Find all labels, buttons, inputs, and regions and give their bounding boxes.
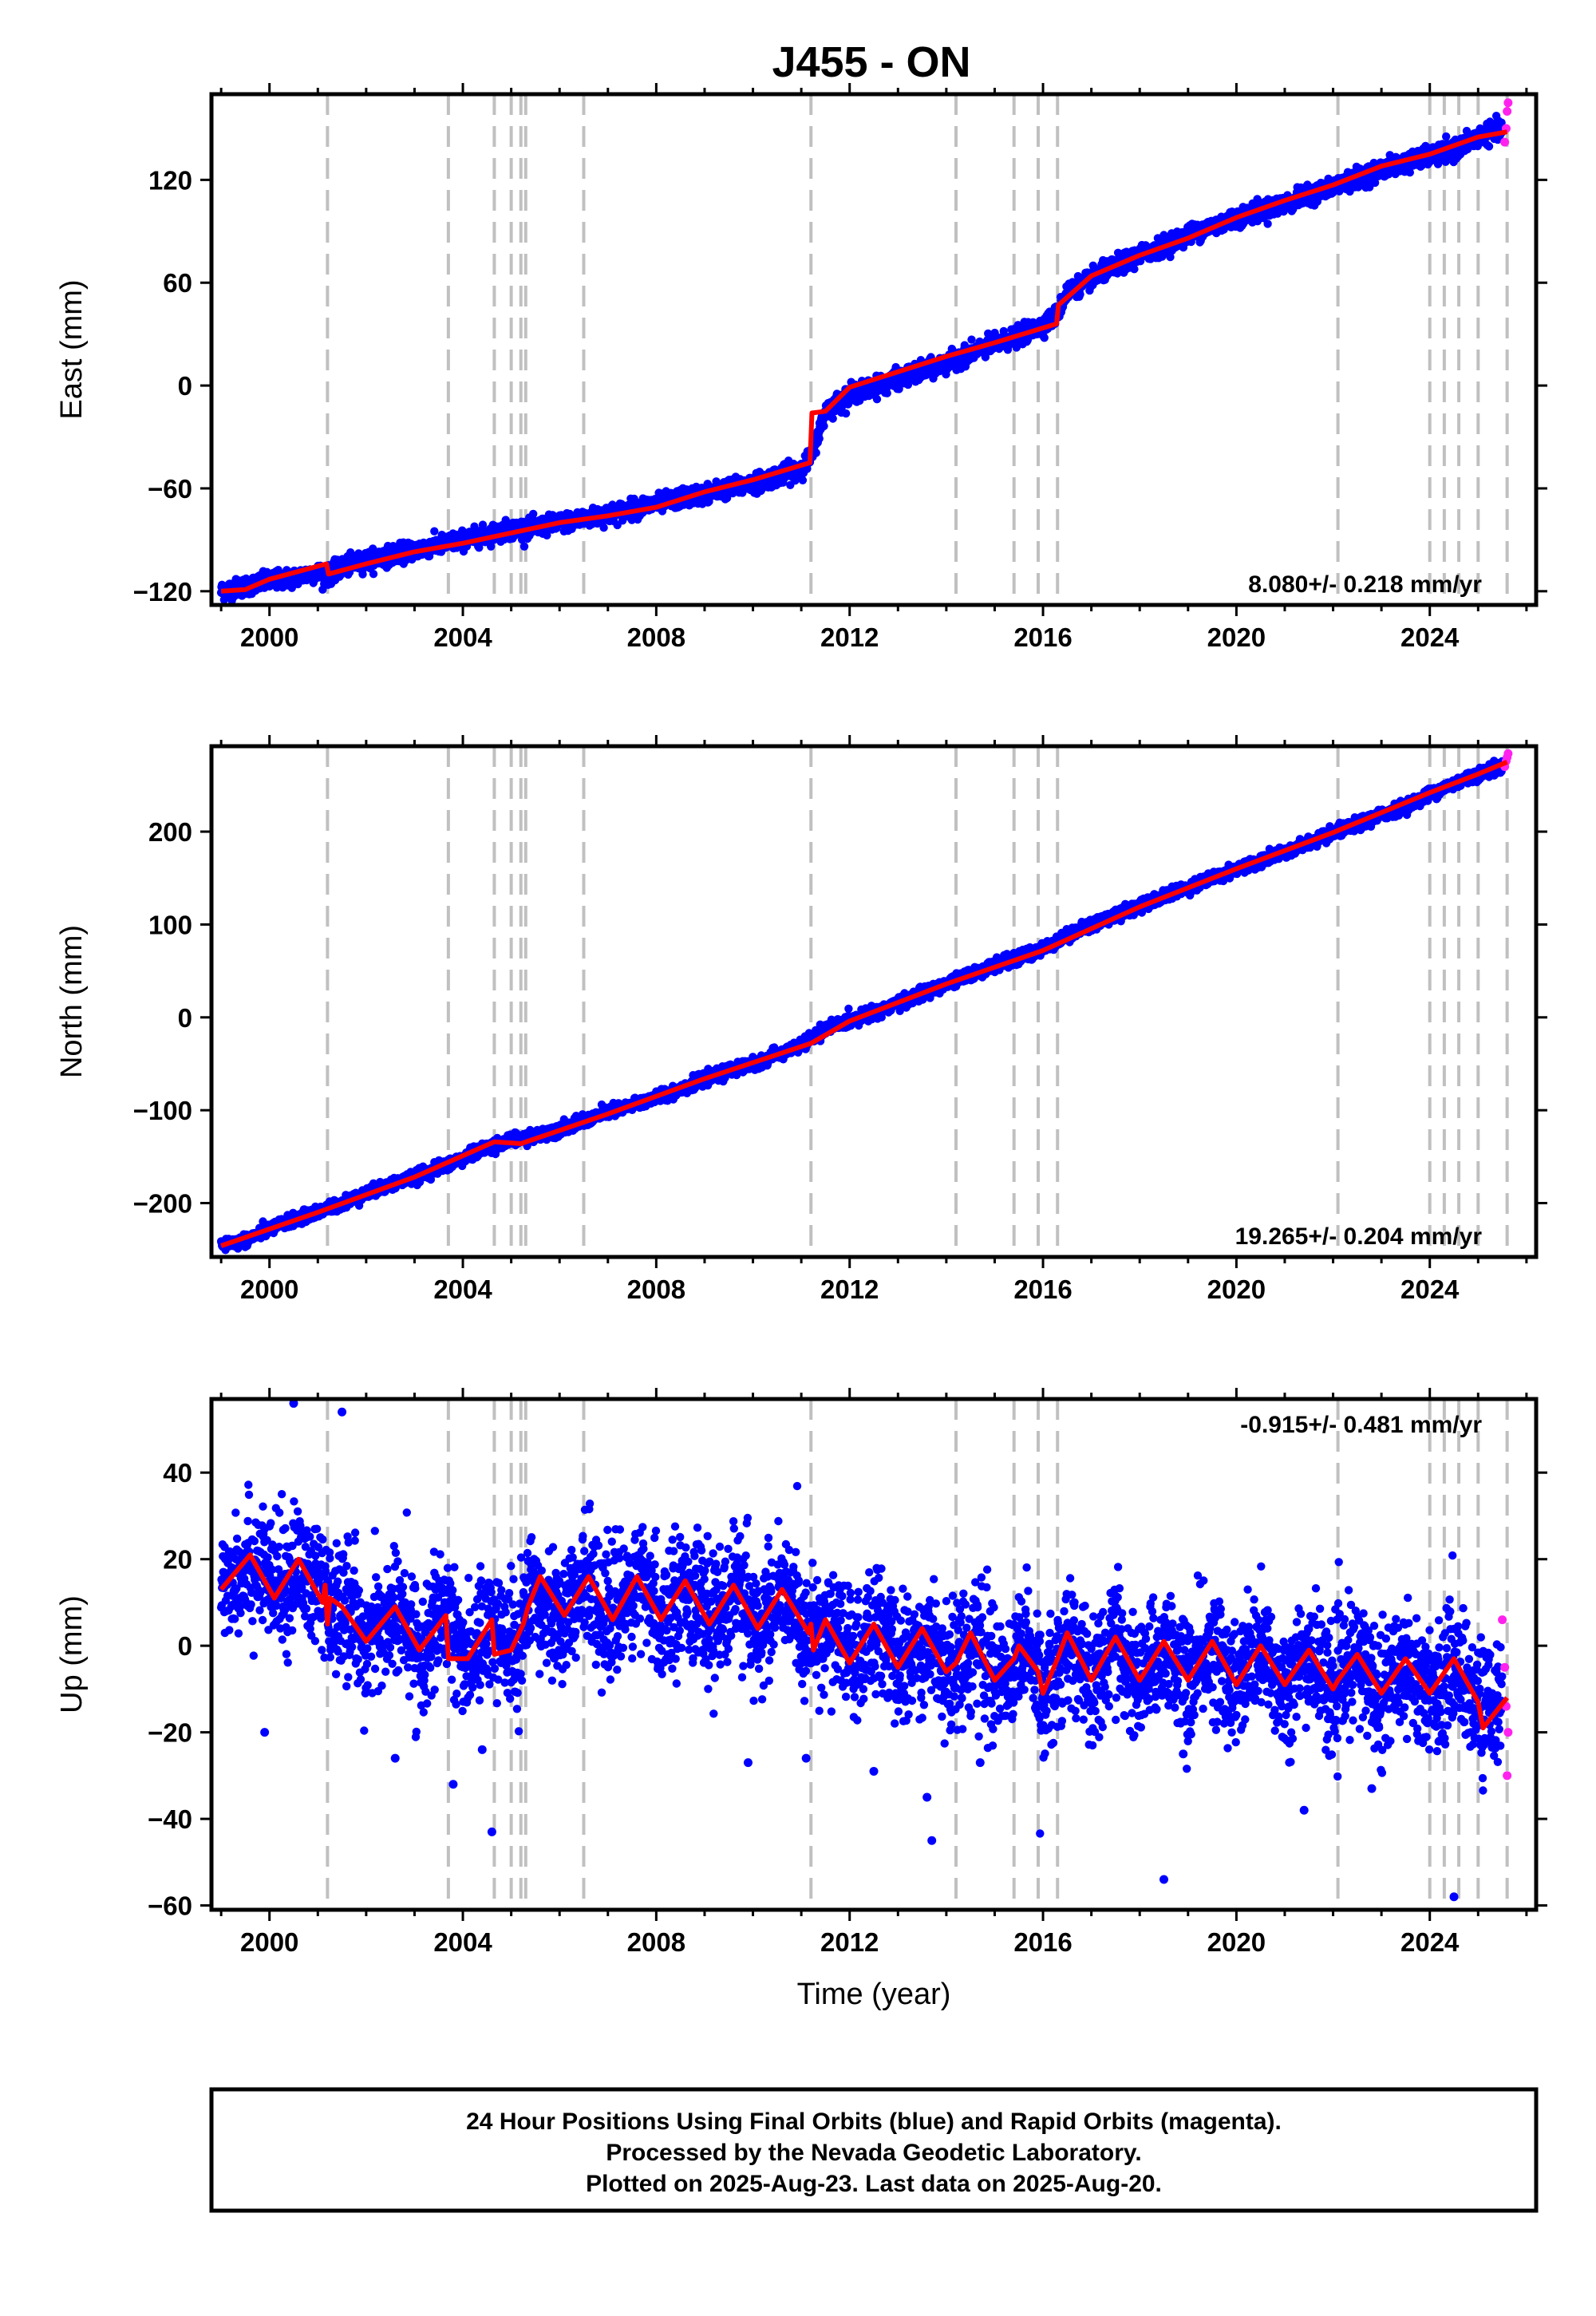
final-point — [358, 570, 367, 579]
final-point — [722, 493, 732, 503]
y-tick-label: −60 — [148, 474, 192, 504]
final-point — [812, 449, 820, 457]
final-point — [1166, 252, 1175, 262]
x-tick-label: 2008 — [627, 622, 685, 652]
final-point — [543, 531, 551, 539]
y-tick-label: 120 — [148, 165, 192, 195]
final-point — [872, 395, 882, 404]
final-point — [1076, 290, 1084, 299]
x-tick-label: 2000 — [240, 622, 298, 652]
final-point — [475, 543, 484, 552]
rapid-point — [1500, 137, 1510, 147]
final-point — [369, 570, 378, 579]
rapid-orbit-points — [1500, 98, 1513, 147]
final-point — [967, 335, 976, 344]
x-tick-label: 2016 — [1013, 622, 1072, 652]
x-tick-label: 2012 — [820, 622, 879, 652]
north-panel: 2000 2004 2008 2012 2016 2020 2024−200−1000100… — [55, 735, 1547, 1304]
final-point — [346, 548, 355, 557]
y-tick-label: 60 — [163, 268, 192, 298]
final-point — [1263, 219, 1272, 228]
plot-area — [216, 746, 1513, 1257]
x-tick-label: 2004 — [433, 622, 492, 652]
final-point — [1405, 168, 1415, 177]
x-tick-label: 2020 — [1207, 622, 1266, 652]
final-point — [519, 542, 529, 551]
final-point — [529, 509, 538, 519]
final-point — [1441, 156, 1451, 166]
x-tick-label: 2024 — [1400, 622, 1460, 652]
final-point — [815, 434, 824, 443]
final-point — [1497, 118, 1506, 127]
final-point — [841, 409, 851, 418]
final-orbit-points — [216, 112, 1507, 605]
final-point — [599, 524, 608, 532]
y-tick-label: 0 — [178, 371, 192, 401]
final-point — [430, 527, 439, 536]
east-panel: 2000 2004 2008 2012 2016 2020 2024 −120 −60 0 60 12… — [55, 83, 1547, 652]
final-point — [1484, 142, 1494, 151]
final-point — [828, 414, 837, 423]
plot-area — [216, 94, 1513, 605]
model-fit-line — [220, 129, 1508, 594]
rapid-point — [1503, 106, 1512, 116]
figure-title: J455 - ON — [772, 38, 970, 86]
final-point — [1442, 132, 1451, 141]
final-point — [798, 476, 808, 484]
y-tick-label: −120 — [133, 577, 192, 607]
rapid-point — [1503, 98, 1513, 108]
y-axis-label: East (mm) — [55, 279, 89, 419]
final-point — [1040, 334, 1049, 342]
plot-frame — [209, 92, 1539, 607]
final-point — [487, 542, 496, 551]
final-point — [820, 421, 828, 431]
rate-label: 8.080+/- 0.218 mm/yr — [1248, 571, 1482, 598]
final-point — [883, 389, 891, 397]
final-point — [981, 353, 990, 362]
final-point — [1130, 265, 1139, 274]
